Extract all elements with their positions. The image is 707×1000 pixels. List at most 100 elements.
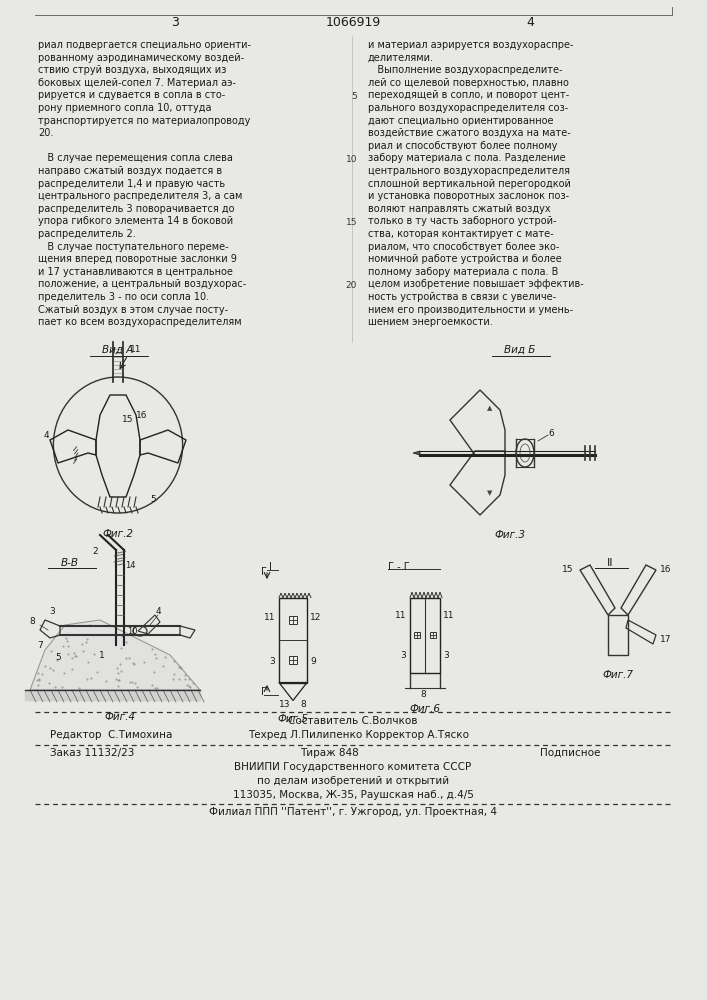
Text: В случае перемещения сопла слева: В случае перемещения сопла слева [38,153,233,163]
Text: 12: 12 [310,613,322,622]
Text: риалом, что способствует более эко-: риалом, что способствует более эко- [368,242,559,252]
Text: Фиг.2: Фиг.2 [103,529,134,539]
Text: 20.: 20. [38,128,53,138]
Text: 3: 3 [49,607,55,616]
Text: 17: 17 [660,636,672,645]
Text: 13: 13 [279,700,291,709]
Text: ▲: ▲ [487,405,493,411]
Text: 3: 3 [269,658,275,666]
Text: 11: 11 [395,610,406,619]
Text: 16: 16 [660,566,672,574]
Text: Подписное: Подписное [540,748,600,758]
Text: 8: 8 [29,617,35,626]
Text: и материал аэрируется воздухораспре-: и материал аэрируется воздухораспре- [368,40,573,50]
Text: 15: 15 [346,218,357,227]
Text: 16: 16 [136,410,148,420]
Text: 3: 3 [443,650,449,660]
Text: Редактор  С.Тимохина: Редактор С.Тимохина [50,730,173,740]
Text: рованному аэродинамическому воздей-: рованному аэродинамическому воздей- [38,53,244,63]
Text: щения вперед поворотные заслонки 9: щения вперед поворотные заслонки 9 [38,254,237,264]
Bar [430,632,436,638]
Text: положение, а центральный воздухорас-: положение, а центральный воздухорас- [38,279,246,289]
Text: Фиг.7: Фиг.7 [602,670,633,680]
Polygon shape [413,451,420,455]
Text: 15: 15 [562,566,574,574]
Polygon shape [30,620,200,690]
Text: Г - Г: Г - Г [388,562,410,572]
Text: Г: Г [261,687,267,697]
Text: 1066919: 1066919 [325,15,380,28]
Text: воздействие сжатого воздуха на мате-: воздействие сжатого воздуха на мате- [368,128,571,138]
Text: Техред Л.Пилипенко Корректор А.Тяско: Техред Л.Пилипенко Корректор А.Тяско [248,730,469,740]
Text: рируется и сдувается в сопла в сто-: рируется и сдувается в сопла в сто- [38,90,226,100]
Text: II: II [607,558,613,568]
Text: Выполнение воздухораспределите-: Выполнение воздухораспределите- [368,65,563,75]
Text: распределители 1,4 и правую часть: распределители 1,4 и правую часть [38,179,225,189]
Text: делителями.: делителями. [368,53,434,63]
Text: центрального воздухораспределителя: центрального воздухораспределителя [368,166,570,176]
Text: транспортируется по материалопроводу: транспортируется по материалопроводу [38,116,250,126]
Text: ствию струй воздуха, выходящих из: ствию струй воздуха, выходящих из [38,65,226,75]
Text: 15: 15 [122,416,134,424]
Text: Фиг.6: Фиг.6 [409,704,440,714]
Text: Составитель С.Волчков: Составитель С.Волчков [288,716,418,726]
Text: 11: 11 [130,344,141,354]
Text: 6: 6 [548,428,554,438]
Text: направо сжатый воздух подается в: направо сжатый воздух подается в [38,166,222,176]
Text: Филиал ППП ''Патент'', г. Ужгород, ул. Проектная, 4: Филиал ППП ''Патент'', г. Ужгород, ул. П… [209,807,497,817]
Text: забору материала с пола. Разделение: забору материала с пола. Разделение [368,153,566,163]
Text: риал подвергается специально ориенти-: риал подвергается специально ориенти- [38,40,251,50]
Text: дают специально ориентированное: дают специально ориентированное [368,116,554,126]
Text: риал и способствуют более полному: риал и способствуют более полному [368,141,557,151]
Text: 2: 2 [92,548,98,556]
Text: Фиг.3: Фиг.3 [494,530,525,540]
Text: 4: 4 [526,15,534,28]
Text: Вид Б: Вид Б [504,345,536,355]
Text: номичной работе устройства и более: номичной работе устройства и более [368,254,562,264]
Text: 5: 5 [55,654,61,662]
Text: воляют направлять сжатый воздух: воляют направлять сжатый воздух [368,204,551,214]
Text: 11: 11 [264,613,275,622]
Text: только в ту часть заборного устрой-: только в ту часть заборного устрой- [368,216,556,226]
Text: 3: 3 [171,15,179,28]
Text: 4: 4 [156,607,160,616]
Text: Г: Г [261,567,267,577]
Text: В случае поступательного переме-: В случае поступательного переме- [38,242,228,252]
Text: Фиг.5: Фиг.5 [278,714,308,724]
Text: и установка поворотных заслонок поз-: и установка поворотных заслонок поз- [368,191,569,201]
Text: Вид А: Вид А [103,345,134,355]
Text: шением энергоемкости.: шением энергоемкости. [368,317,493,327]
Text: нием его производительности и умень-: нием его производительности и умень- [368,305,573,315]
Text: Сжатый воздух в этом случае посту-: Сжатый воздух в этом случае посту- [38,305,228,315]
Text: 1: 1 [99,650,105,660]
Text: распределитель 3 поворачивается до: распределитель 3 поворачивается до [38,204,235,214]
Text: по делам изобретений и открытий: по делам изобретений и открытий [257,776,449,786]
Text: 10: 10 [346,155,357,164]
Text: распределитель 2.: распределитель 2. [38,229,136,239]
Text: ность устройства в связи с увеличе-: ность устройства в связи с увеличе- [368,292,556,302]
Text: 8: 8 [300,700,306,709]
Text: 8: 8 [420,690,426,699]
Text: Фиг.4: Фиг.4 [105,712,136,722]
Text: 11: 11 [443,610,455,619]
Text: центрального распределителя 3, а сам: центрального распределителя 3, а сам [38,191,243,201]
Text: В-В: В-В [61,558,79,568]
Bar [410,597,440,672]
Text: пределитель 3 - по оси сопла 10.: пределитель 3 - по оси сопла 10. [38,292,209,302]
Bar [289,616,297,624]
Text: целом изобретение повышает эффектив-: целом изобретение повышает эффектив- [368,279,584,289]
Text: 14: 14 [125,560,136,570]
Text: 10: 10 [127,626,137,636]
Text: Тираж 848: Тираж 848 [300,748,358,758]
Text: ▼: ▼ [487,490,493,496]
Text: и 17 устанавливаются в центральное: и 17 устанавливаются в центральное [38,267,233,277]
Text: ства, которая контактирует с мате-: ства, которая контактирует с мате- [368,229,554,239]
Bar [289,656,297,664]
Text: 4: 4 [43,430,49,440]
Text: 113035, Москва, Ж-35, Раушская наб., д.4/5: 113035, Москва, Ж-35, Раушская наб., д.4… [233,790,474,800]
Text: 7: 7 [37,641,43,650]
Text: сплошной вертикальной перегородкой: сплошной вертикальной перегородкой [368,179,571,189]
Text: ВНИИПИ Государственного комитета СССР: ВНИИПИ Государственного комитета СССР [235,762,472,772]
Text: пает ко всем воздухораспределителям: пает ко всем воздухораспределителям [38,317,242,327]
Text: рального воздухораспределителя соз-: рального воздухораспределителя соз- [368,103,568,113]
